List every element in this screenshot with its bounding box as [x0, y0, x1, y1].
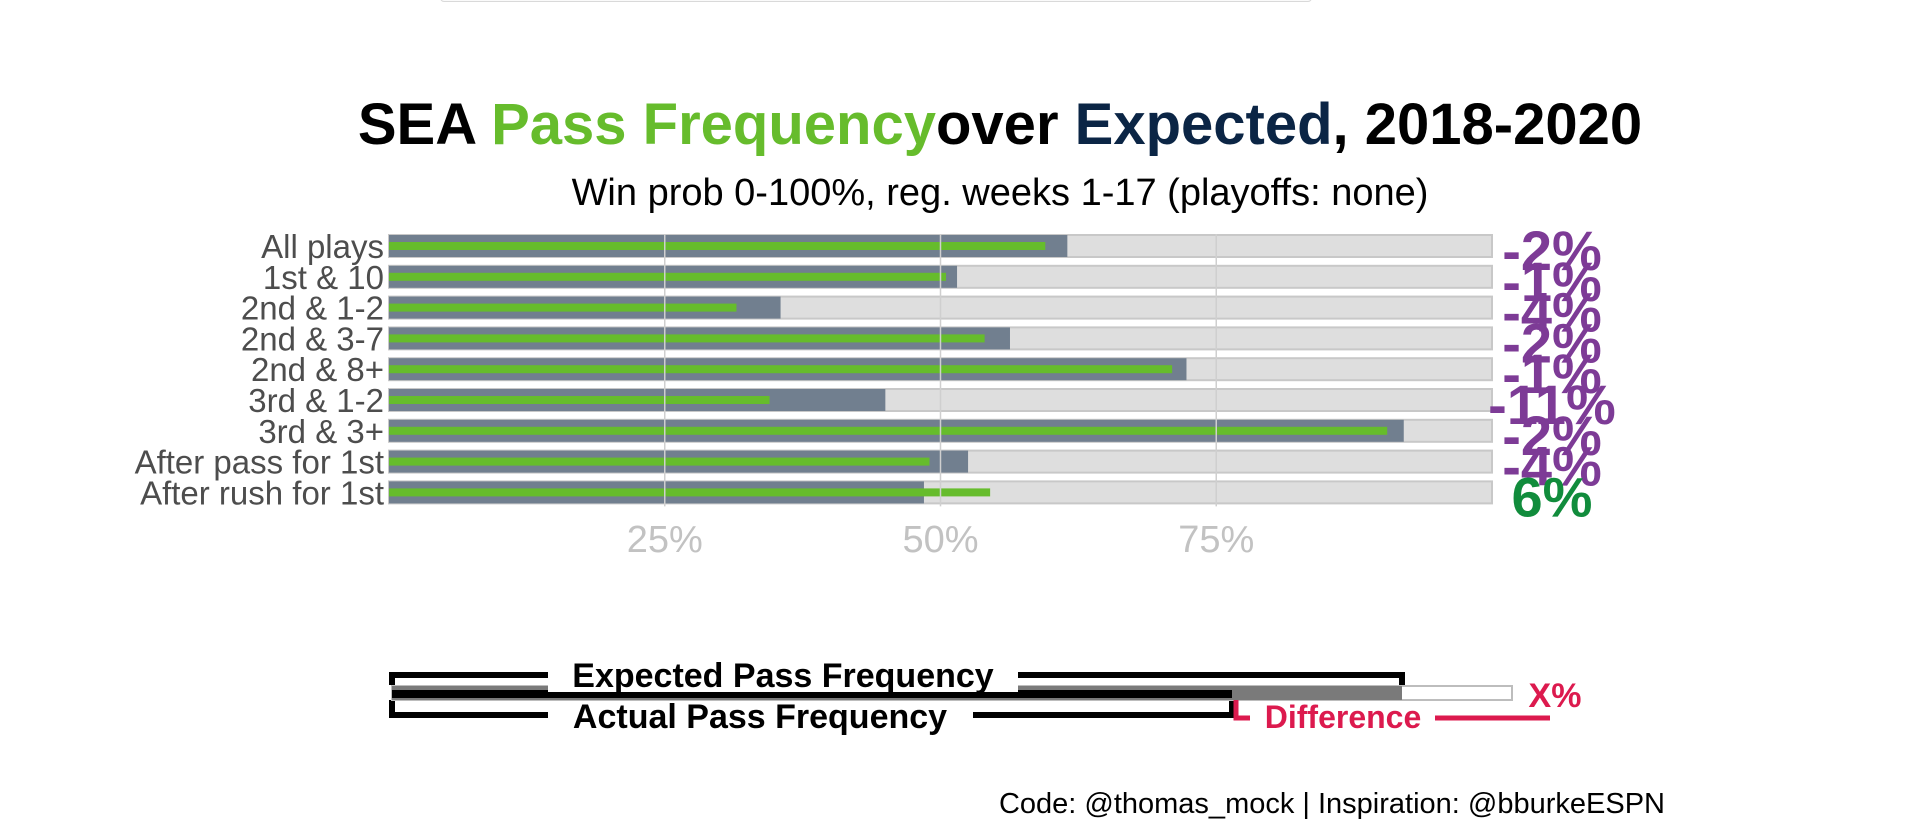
category-label: After rush for 1st: [140, 474, 384, 511]
actual-bar: [389, 303, 737, 312]
legend-difference-bracket: [1233, 700, 1550, 721]
category-label: 2nd & 3-7: [241, 320, 384, 357]
chart-subtitle: Win prob 0-100%, reg. weeks 1-17 (playof…: [572, 172, 1429, 214]
x-tick-label: 75%: [1178, 519, 1254, 561]
category-label: After pass for 1st: [135, 444, 384, 481]
title-years: 2018-2020: [1365, 92, 1642, 157]
legend: Expected Pass Frequency Actual Pass Freq…: [389, 657, 1582, 736]
legend-expected-label: Expected Pass Frequency: [572, 657, 994, 695]
x-tick-label: 50%: [902, 519, 978, 561]
grid-layer: [664, 234, 1217, 507]
actual-bar: [389, 488, 991, 497]
caption: Code: @thomas_mock | Inspiration: @bburk…: [998, 788, 1665, 820]
title-expected: Expected: [1075, 92, 1333, 157]
difference-label: -2%: [1502, 404, 1602, 467]
category-label: 1st & 10: [263, 259, 384, 296]
actual-bar: [389, 365, 1173, 374]
actual-bar: [389, 334, 985, 343]
legend-difference-label: Difference: [1265, 699, 1422, 735]
chart-title: SEA Pass Frequencyover Expected, 2018-20…: [358, 92, 1642, 157]
actual-bar: [389, 426, 1388, 435]
difference-label: -2%: [1502, 311, 1602, 374]
difference-label: -1%: [1502, 342, 1602, 405]
title-pass: Pass: [491, 92, 626, 157]
category-label: 2nd & 8+: [251, 351, 384, 388]
actual-bar: [389, 396, 770, 404]
difference-label: -11%: [1488, 373, 1616, 436]
legend-expected-label-bg: [548, 662, 1018, 692]
top-window-edge: [440, 0, 1312, 2]
legend-difference-label-bg: [1250, 703, 1435, 733]
category-label: All plays: [261, 228, 384, 265]
category-label: 2nd & 1-2: [241, 290, 384, 327]
difference-label: 6%: [1512, 465, 1593, 528]
actual-bar: [389, 457, 930, 466]
x-axis: 25% 50% 75%: [627, 519, 1255, 561]
actual-bar: [389, 242, 1046, 250]
title-team: SEA: [358, 92, 476, 157]
difference-label: -4%: [1502, 435, 1602, 498]
title-over: over: [936, 92, 1059, 157]
category-label: 3rd & 1-2: [248, 382, 384, 419]
rows-layer: All plays -2% 1st & 10 -1% 2nd & 1-2 -4% 2nd &…: [135, 219, 1616, 528]
title-comma: ,: [1333, 92, 1349, 157]
category-label: 3rd & 3+: [258, 413, 384, 450]
difference-label: -1%: [1502, 250, 1602, 313]
difference-label: -4%: [1502, 281, 1602, 344]
x-tick-label: 25%: [627, 519, 703, 561]
legend-actual-label: Actual Pass Frequency: [573, 698, 947, 736]
legend-actual-label-bg: [548, 703, 973, 733]
actual-bar: [389, 272, 947, 281]
title-frequency: Frequency: [643, 92, 936, 157]
difference-label: -2%: [1502, 219, 1602, 282]
legend-actual-bar: [392, 690, 1232, 698]
chart-svg: SEA Pass Frequencyover Expected, 2018-20…: [135, 92, 1643, 736]
legend-diff-value-label: X%: [1529, 677, 1582, 715]
